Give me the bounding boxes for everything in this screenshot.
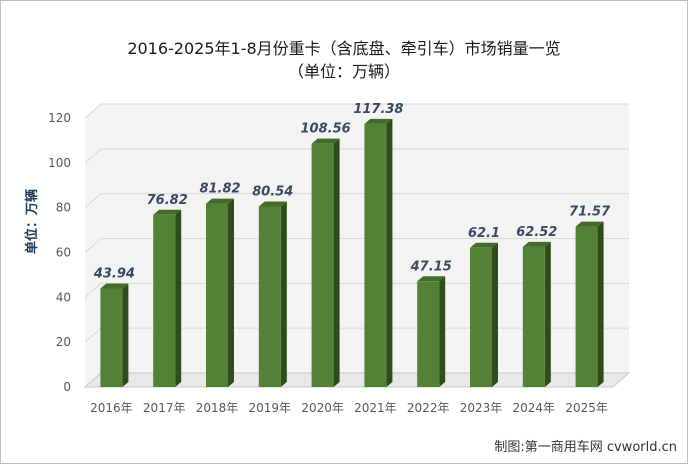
bar-side xyxy=(544,241,551,387)
gridline xyxy=(84,282,629,298)
y-tick-label: 0 xyxy=(63,380,71,394)
bar-side xyxy=(439,276,446,387)
bar-side xyxy=(333,138,340,387)
bar xyxy=(470,247,492,387)
bar xyxy=(100,288,123,387)
data-label: 108.56 xyxy=(301,122,351,137)
gridline xyxy=(84,148,629,164)
bar-top xyxy=(364,118,393,124)
source-credit: 制图:第一商用车网 cvworld.cn xyxy=(494,440,677,455)
bar xyxy=(417,281,440,387)
x-tick-label: 2022年 xyxy=(407,401,450,415)
bar-top xyxy=(153,209,182,215)
data-label: 62.1 xyxy=(468,226,500,241)
data-label: 47.15 xyxy=(410,259,452,274)
gridline xyxy=(84,103,629,119)
bar-top xyxy=(522,241,551,247)
x-tick-label: 2019年 xyxy=(249,401,292,415)
y-tick-label: 120 xyxy=(48,111,71,125)
x-tick-label: 2021年 xyxy=(354,401,397,415)
x-tick-label: 2023年 xyxy=(460,401,503,415)
bar xyxy=(575,226,598,387)
x-tick-label: 2017年 xyxy=(143,401,186,415)
y-tick-label: 40 xyxy=(56,290,71,304)
x-tick-label: 2016年 xyxy=(90,401,133,415)
bar-top xyxy=(311,138,340,144)
bar xyxy=(153,214,176,387)
data-label: 76.82 xyxy=(147,193,188,208)
data-label: 81.82 xyxy=(199,182,240,197)
bar-side xyxy=(492,242,498,387)
bar-top xyxy=(417,276,446,282)
bar xyxy=(258,206,281,387)
bar-top xyxy=(206,198,234,204)
bar-side xyxy=(122,283,129,387)
chart-title: 2016-2025年1-8月份重卡（含底盘、牵引车）市场销量一览 xyxy=(127,39,561,58)
data-label: 62.52 xyxy=(516,225,557,240)
bar xyxy=(206,203,228,387)
bar-side xyxy=(597,221,604,387)
x-tick-label: 2025年 xyxy=(565,401,608,415)
data-label: 80.54 xyxy=(252,184,293,199)
gridline xyxy=(84,238,629,253)
bar-side xyxy=(280,201,287,387)
gridline xyxy=(84,193,629,209)
data-label: 117.38 xyxy=(353,102,403,117)
chart-subtitle: （单位：万辆） xyxy=(287,62,400,81)
bar xyxy=(311,143,334,387)
bar xyxy=(522,246,545,387)
bar-top xyxy=(100,283,129,289)
data-label: 43.94 xyxy=(93,267,135,282)
y-tick-label: 20 xyxy=(56,335,71,349)
x-tick-label: 2020年 xyxy=(301,401,344,415)
bar-top xyxy=(470,242,498,248)
y-tick-label: 60 xyxy=(56,246,71,260)
bar-side xyxy=(386,118,393,387)
x-tick-label: 2024年 xyxy=(513,401,556,415)
bar xyxy=(364,123,387,387)
x-tick-label: 2018年 xyxy=(196,401,239,415)
data-label: 71.57 xyxy=(569,205,611,220)
bar-top xyxy=(575,221,604,227)
bar-side xyxy=(228,198,234,387)
y-tick-label: 100 xyxy=(48,156,71,170)
bar-side xyxy=(175,209,182,387)
y-tick-label: 80 xyxy=(56,201,71,215)
bar-top xyxy=(258,201,287,207)
